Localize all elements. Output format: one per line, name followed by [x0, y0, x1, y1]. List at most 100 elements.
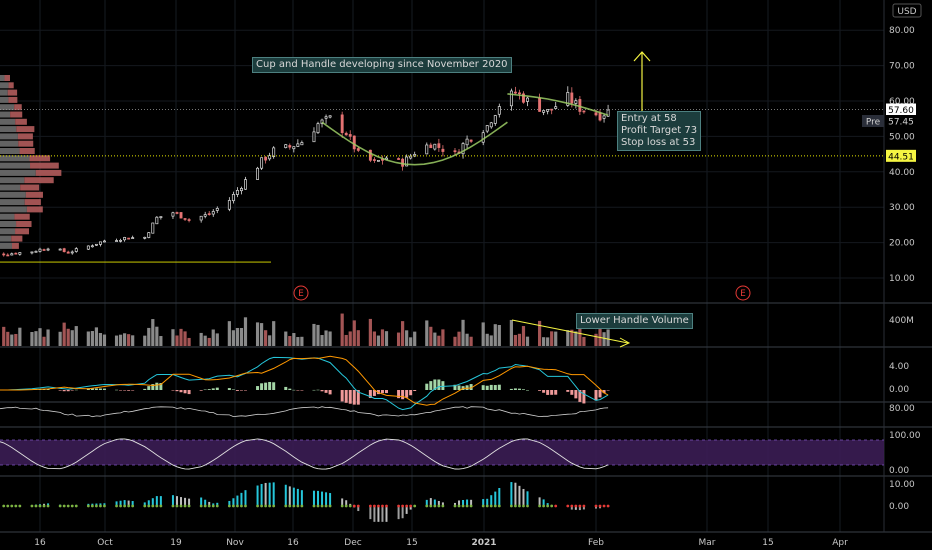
support-level-tag [886, 149, 916, 162]
macd-histogram-bar [401, 390, 405, 400]
momentum-bar [171, 495, 174, 506]
volume-bar [525, 336, 530, 346]
rsi-band [0, 440, 884, 465]
macd-histogram-bar [243, 390, 247, 391]
volume-bar [264, 330, 268, 346]
momentum-bar [518, 485, 521, 506]
indicator-tick-label: 4.00 [889, 362, 909, 372]
volume-bar [485, 333, 489, 346]
macd-histogram-bar [429, 381, 433, 390]
macd-histogram-bar [570, 390, 574, 395]
macd-histogram-bar [320, 390, 324, 392]
momentum-bar [582, 506, 585, 510]
price-tick-label: 40.00 [889, 168, 915, 178]
candle-body [14, 252, 18, 255]
volume-bar [227, 321, 231, 346]
volume-trend-arrow [511, 319, 629, 344]
volume-bar [509, 319, 513, 346]
last-price-tag [886, 103, 916, 116]
candle-body [574, 100, 578, 104]
last-price-value: 57.60 [888, 106, 914, 116]
volume-bar [30, 332, 34, 346]
macd-histogram-bar [292, 389, 296, 391]
rsi-line [0, 438, 609, 470]
profile-bar-down [8, 82, 14, 89]
volume-bar [316, 324, 320, 346]
momentum-dot [518, 504, 521, 508]
candle-body [239, 188, 243, 192]
macd-histogram-bar [425, 383, 429, 390]
volume-bar [151, 319, 155, 346]
momentum-dot [155, 504, 159, 508]
momentum-dot [143, 504, 147, 508]
momentum-bar [329, 493, 332, 506]
volume-bar [574, 331, 578, 346]
momentum-dot [34, 504, 38, 508]
volume-bar [437, 335, 441, 346]
volume-bar [102, 334, 107, 346]
candle-body [179, 212, 183, 219]
volume-bar [235, 327, 240, 346]
cup-title-annotation[interactable]: Cup and Handle developing since November… [252, 57, 512, 73]
macd-histogram-bar [127, 390, 131, 391]
momentum-dot [348, 504, 352, 508]
volume-annotation[interactable]: Lower Handle Volume [576, 313, 693, 329]
momentum-bar [188, 498, 191, 506]
momentum-dot [2, 504, 6, 508]
candle-body [405, 156, 409, 167]
momentum-dot [465, 504, 469, 508]
volume-bar [582, 336, 586, 346]
volume-bar [340, 313, 344, 346]
momentum-bar [397, 506, 400, 520]
profile-bar-down [24, 199, 41, 206]
candle-body [526, 97, 529, 102]
macd-histogram-bar [211, 388, 215, 390]
profile-bar-up [0, 242, 12, 249]
momentum-dot [260, 504, 263, 508]
momentum-bar [119, 500, 122, 506]
momentum-bar [123, 500, 126, 506]
momentum-dot [183, 504, 187, 508]
volume-bar [268, 335, 272, 346]
momentum-dot [203, 504, 207, 508]
trade-plan-annotation[interactable]: Entry at 58 Profit Target 73 Stop loss a… [617, 111, 702, 151]
momentum-dot [6, 504, 10, 508]
momentum-bar [216, 502, 219, 506]
macd-histogram-bar [66, 390, 70, 392]
momentum-bar [228, 500, 231, 506]
momentum-dot [300, 504, 304, 508]
momentum-bar [498, 488, 501, 506]
momentum-bar [526, 491, 529, 506]
momentum-dot [514, 504, 517, 508]
profile-bar-down [14, 213, 30, 220]
momentum-dot [187, 504, 191, 508]
profile-bar-up [0, 89, 8, 96]
momentum-bar [115, 501, 118, 506]
profile-bar-down [8, 96, 18, 103]
candle-body [566, 92, 570, 106]
momentum-dot [179, 504, 183, 508]
momentum-bar [570, 506, 573, 510]
indicator-tick-label: 0.00 [889, 385, 909, 395]
momentum-bar [296, 488, 299, 506]
date-tick-label: 19 [170, 538, 182, 548]
macd-histogram-bar [179, 390, 183, 393]
momentum-dot [288, 504, 292, 508]
momentum-dot [207, 504, 211, 508]
candle-body [62, 248, 66, 253]
profile-bar-up [0, 221, 17, 227]
candle-body [6, 254, 10, 257]
momentum-bar [369, 506, 372, 520]
profile-bar-down [11, 235, 23, 242]
momentum-bar [373, 506, 376, 522]
candle-body [453, 150, 457, 153]
candle-body [268, 155, 272, 160]
momentum-dot [30, 504, 34, 508]
volume-bar [66, 328, 70, 346]
macd-histogram-bar [199, 390, 203, 391]
momentum-dot [489, 504, 493, 508]
profile-bar-up [0, 213, 15, 220]
volume-bar [14, 333, 18, 346]
target-text: Profit Target 73 [621, 125, 698, 136]
momentum-dot [312, 504, 316, 508]
